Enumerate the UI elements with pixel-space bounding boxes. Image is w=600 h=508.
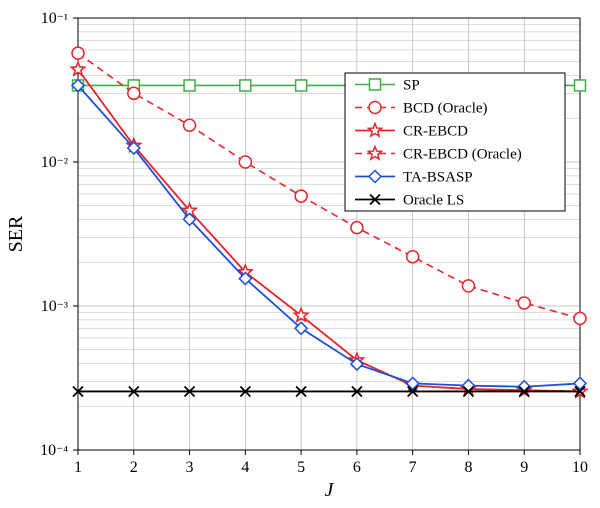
legend-label-oracle-ls: Oracle LS	[403, 193, 464, 209]
x-tick-label: 2	[130, 459, 138, 476]
y-tick-label: 10⁻³	[41, 298, 68, 315]
legend-label-ta-bsasp: TA-BSASP	[403, 170, 473, 186]
y-tick-label: 10⁻¹	[41, 10, 68, 27]
legend-label-bcd-oracle: BCD (Oracle)	[403, 101, 488, 117]
x-tick-label: 4	[241, 459, 249, 476]
x-tick-label: 8	[464, 459, 472, 476]
y-tick-label: 10⁻²	[41, 154, 68, 171]
x-tick-label: 10	[572, 459, 588, 476]
x-axis-label: J	[325, 479, 335, 501]
legend-label-cr-ebcd-oracle: CR-EBCD (Oracle)	[403, 147, 522, 163]
x-tick-label: 3	[186, 459, 194, 476]
x-tick-label: 7	[409, 459, 417, 476]
x-tick-label: 5	[297, 459, 305, 476]
legend: SP BCD (Oracle) CR-EBCD CR-EBCD (Oracle) TA-…	[345, 73, 565, 211]
legend-label-sp: SP	[403, 78, 420, 94]
x-tick-label: 6	[353, 459, 361, 476]
x-tick-label: 9	[520, 459, 528, 476]
legend-label-cr-ebcd: CR-EBCD	[403, 124, 468, 140]
ser-chart: 1 2 3 4 5 6 7 8 9 10 10⁻⁴ 10⁻³ 10⁻² 10⁻¹ J SER SP BCD (Or…	[0, 0, 600, 508]
y-tick-label: 10⁻⁴	[40, 442, 68, 459]
y-axis-label: SER	[5, 215, 27, 252]
x-tick-label: 1	[74, 459, 82, 476]
